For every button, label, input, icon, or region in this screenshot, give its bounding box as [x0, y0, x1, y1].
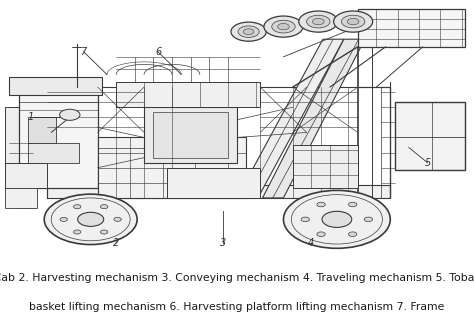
- Circle shape: [347, 18, 359, 25]
- Circle shape: [114, 217, 121, 221]
- Polygon shape: [46, 185, 390, 198]
- Circle shape: [348, 202, 357, 207]
- Circle shape: [100, 205, 108, 209]
- Polygon shape: [98, 138, 246, 198]
- Circle shape: [299, 11, 338, 32]
- Bar: [5, 107, 23, 183]
- Circle shape: [301, 217, 310, 222]
- Polygon shape: [167, 168, 260, 198]
- Bar: [28, 107, 84, 127]
- Polygon shape: [18, 82, 98, 188]
- Text: 7: 7: [81, 47, 87, 57]
- Text: 1. Cab 2. Harvesting mechanism 3. Conveying mechanism 4. Traveling mechanism 5. : 1. Cab 2. Harvesting mechanism 3. Convey…: [0, 273, 474, 283]
- Circle shape: [317, 202, 325, 207]
- Polygon shape: [263, 39, 365, 198]
- Circle shape: [312, 18, 324, 25]
- Polygon shape: [358, 9, 465, 47]
- Polygon shape: [5, 163, 46, 188]
- Text: 1: 1: [27, 112, 33, 122]
- Circle shape: [272, 20, 295, 33]
- Circle shape: [322, 211, 352, 227]
- Polygon shape: [5, 188, 37, 208]
- Circle shape: [60, 217, 67, 221]
- Polygon shape: [5, 188, 33, 208]
- Circle shape: [44, 194, 137, 245]
- Circle shape: [100, 230, 108, 234]
- Circle shape: [307, 15, 330, 28]
- Polygon shape: [28, 142, 79, 163]
- Bar: [107, 142, 154, 163]
- Circle shape: [73, 205, 81, 209]
- Circle shape: [348, 232, 357, 236]
- Bar: [163, 142, 209, 163]
- Circle shape: [278, 24, 289, 30]
- Text: 3: 3: [220, 238, 226, 248]
- Circle shape: [60, 109, 80, 120]
- Polygon shape: [154, 112, 228, 158]
- Circle shape: [365, 217, 373, 222]
- Polygon shape: [395, 102, 465, 170]
- Bar: [107, 168, 154, 193]
- Polygon shape: [116, 82, 260, 107]
- Circle shape: [238, 26, 259, 37]
- Circle shape: [317, 232, 325, 236]
- Circle shape: [73, 230, 81, 234]
- Text: basket lifting mechanism 6. Harvesting platform lifting mechanism 7. Frame: basket lifting mechanism 6. Harvesting p…: [29, 302, 445, 312]
- Text: 4: 4: [308, 238, 314, 248]
- Text: 5: 5: [424, 158, 430, 168]
- Polygon shape: [293, 145, 358, 188]
- Circle shape: [283, 190, 390, 248]
- Circle shape: [231, 22, 266, 41]
- Circle shape: [243, 29, 254, 35]
- Text: 6: 6: [155, 47, 161, 57]
- Polygon shape: [28, 117, 56, 142]
- Bar: [163, 168, 209, 193]
- Bar: [61, 107, 93, 132]
- Circle shape: [334, 11, 373, 32]
- Circle shape: [341, 15, 365, 28]
- Circle shape: [264, 16, 303, 37]
- Text: 2: 2: [113, 238, 119, 248]
- Polygon shape: [9, 77, 102, 95]
- Circle shape: [78, 212, 104, 226]
- Polygon shape: [237, 39, 344, 198]
- Bar: [5, 183, 33, 203]
- Polygon shape: [144, 107, 237, 163]
